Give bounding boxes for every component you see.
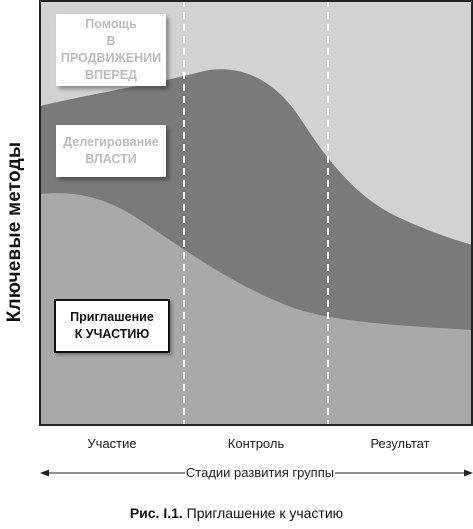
method-line: ВПЕРЕД [85,68,137,82]
method-line: Приглашение [70,310,154,324]
x-axis-label: Стадии развития группы [185,465,335,480]
x-axis-arrow-icon [40,469,49,477]
method-line: В ПРОДВИЖЕНИИ [60,34,162,65]
method-line: К УЧАСТИЮ [74,327,150,341]
method-box-help-forward: Помощь В ПРОДВИЖЕНИИ ВПЕРЕД [56,14,166,86]
method-line: Помощь [85,17,137,31]
method-box-participation: Приглашение К УЧАСТИЮ [54,299,170,353]
method-box-delegation: Делегирование ВЛАСТИ [56,125,166,177]
method-line: ВЛАСТИ [85,152,137,166]
x-axis-arrow-icon [464,469,473,477]
y-axis-label-wrap: Ключевые методы [2,112,28,352]
method-line: Делегирование [63,135,159,149]
figure-number: Рис. I.1. [129,505,183,521]
figure-title: Приглашение к участию [186,505,344,521]
stage-label-participation: Участие [87,436,137,451]
diagram-frame [39,0,473,426]
stage-label-control: Контроль [227,436,285,451]
band-participation [40,193,473,425]
y-axis-label: Ключевые методы [4,141,25,323]
stage-label-result: Результат [370,436,430,451]
figure-caption: Рис. I.1. Приглашение к участию [0,505,473,521]
